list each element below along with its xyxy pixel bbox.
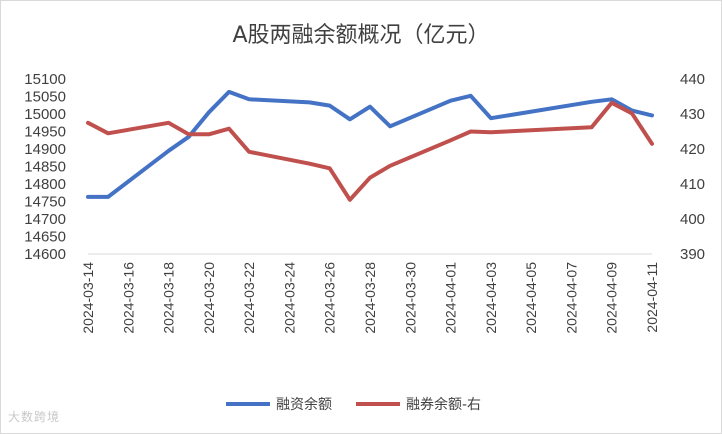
x-axis-tick-label: 2024-04-05 <box>523 262 539 334</box>
chart-title: A股两融余额概况（亿元） <box>232 23 489 48</box>
x-axis-tick-label: 2024-03-20 <box>201 262 217 334</box>
right-axis-tick-label: 430 <box>680 106 705 123</box>
right-axis-tick-label: 440 <box>680 71 705 88</box>
left-axis-tick-label: 15000 <box>24 106 66 123</box>
x-axis-tick-label: 2024-04-03 <box>483 262 499 334</box>
x-axis-tick-label: 2024-03-24 <box>281 262 297 334</box>
right-axis-tick-label: 420 <box>680 141 705 158</box>
left-axis-tick-label: 14850 <box>24 159 66 176</box>
x-axis-tick-label: 2024-03-28 <box>362 262 378 334</box>
x-axis-tick-label: 2024-03-14 <box>80 262 96 334</box>
left-axis-tick-label: 14650 <box>24 229 66 246</box>
left-axis-tick-label: 14950 <box>24 124 66 141</box>
left-axis-tick-label: 14900 <box>24 141 66 158</box>
right-axis-tick-label: 410 <box>680 176 705 193</box>
x-axis: 2024-03-14 2024-03-16 2024-03-18 2024-03-20… <box>80 262 660 334</box>
series-line-financing <box>86 89 654 199</box>
left-axis-tick-label: 15050 <box>24 89 66 106</box>
x-axis-tick-label: 2024-04-01 <box>443 262 459 334</box>
right-axis-tick-label: 400 <box>680 211 705 228</box>
legend: 融资余额 融券余额-右 <box>226 396 481 413</box>
x-axis-tick-label: 2024-04-11 <box>644 262 660 333</box>
series-line-securities <box>86 100 654 202</box>
x-axis-tick-label: 2024-03-16 <box>120 262 136 334</box>
left-axis-tick-label: 15100 <box>24 71 66 88</box>
x-axis-tick-label: 2024-03-22 <box>241 262 257 334</box>
x-axis-tick-label: 2024-04-07 <box>563 262 579 334</box>
left-axis-tick-label: 14700 <box>24 211 66 228</box>
left-axis-tick-label: 14750 <box>24 194 66 211</box>
legend-label-securities: 融券余额-右 <box>406 396 481 413</box>
series-lines <box>86 89 654 202</box>
right-axis: 390 400 410 420 430 440 <box>680 71 705 263</box>
right-axis-tick-label: 390 <box>680 246 705 263</box>
x-axis-tick-label: 2024-03-30 <box>402 262 418 334</box>
left-axis-tick-label: 14800 <box>24 176 66 193</box>
left-axis: 1460014650147001475014800148501490014950… <box>24 71 66 263</box>
left-axis-tick-label: 14600 <box>24 246 66 263</box>
watermark-logo: 大数跨境 <box>8 410 61 424</box>
legend-label-financing: 融资余额 <box>276 396 332 413</box>
x-axis-tick-label: 2024-03-26 <box>322 262 338 334</box>
x-axis-tick-label: 2024-04-09 <box>604 262 620 334</box>
x-axis-tick-label: 2024-03-18 <box>161 262 177 334</box>
